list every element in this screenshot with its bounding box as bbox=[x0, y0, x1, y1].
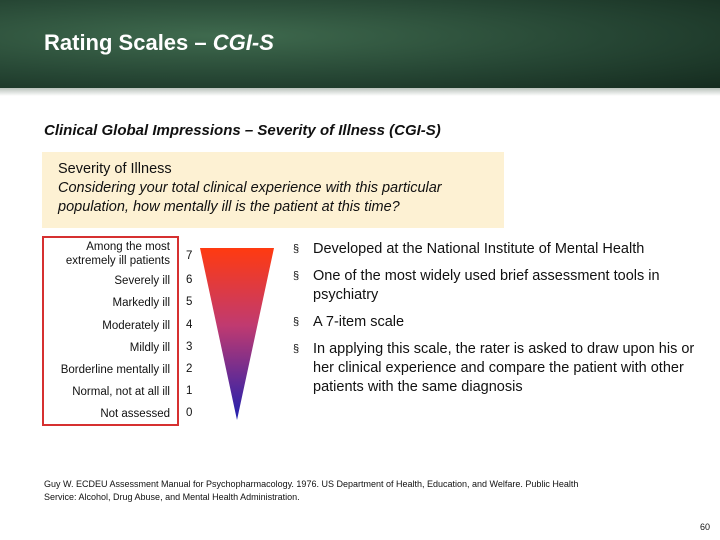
bullet-text: A 7-item scale bbox=[313, 314, 405, 330]
question-heading: Severity of Illness bbox=[58, 161, 172, 177]
scale-labels-box bbox=[42, 236, 179, 426]
page-number: 60 bbox=[699, 522, 710, 532]
bullet-item: § One of the most widely used brief asses… bbox=[293, 267, 703, 305]
question-text: Considering your total clinical experien… bbox=[58, 180, 442, 215]
bullet-text: Developed at the National Institute of M… bbox=[313, 241, 645, 257]
bullet-item: § Developed at the National Institute of … bbox=[293, 240, 703, 259]
scale-score-7: 7 bbox=[186, 250, 193, 262]
slide-title: Rating Scales – CGI-S bbox=[44, 30, 274, 56]
scale-label-1: Normal, not at all ill bbox=[72, 386, 170, 398]
bullet-item: § A 7-item scale bbox=[293, 313, 703, 332]
header-banner bbox=[0, 0, 720, 90]
scale-label-4: Moderately ill bbox=[102, 320, 170, 332]
slide-subtitle: Clinical Global Impressions – Severity o… bbox=[44, 122, 441, 139]
scale-label-7-line2: extremely ill patients bbox=[65, 255, 170, 267]
scale-score-6: 6 bbox=[186, 274, 193, 286]
scale-score-3: 3 bbox=[186, 341, 193, 353]
info-bullet-list: § Developed at the National Institute of … bbox=[293, 240, 703, 405]
scale-label-0: Not assessed bbox=[100, 408, 170, 420]
header-shadow bbox=[0, 88, 720, 96]
citation: Guy W. ECDEU Assessment Manual for Psych… bbox=[44, 479, 579, 502]
bullet-square-icon: § bbox=[293, 270, 300, 282]
bullet-text: In applying this scale, the rater is ask… bbox=[313, 341, 695, 395]
bullet-text: One of the most widely used brief assess… bbox=[313, 268, 660, 303]
scale-label-6: Severely ill bbox=[114, 275, 170, 287]
severity-gradient-wedge bbox=[200, 248, 274, 420]
scale-score-1: 1 bbox=[186, 385, 193, 397]
title-main: Rating Scales – bbox=[44, 30, 213, 55]
scale-score-0: 0 bbox=[186, 407, 193, 419]
scale-label-7-line1: Among the most bbox=[86, 241, 170, 253]
bullet-square-icon: § bbox=[293, 243, 300, 255]
scale-label-7: Among the most extremely ill patients bbox=[66, 240, 170, 268]
bullet-square-icon: § bbox=[293, 343, 300, 355]
bullet-square-icon: § bbox=[293, 316, 300, 328]
scale-label-2: Borderline mentally ill bbox=[60, 364, 170, 376]
scale-label-5: Markedly ill bbox=[112, 297, 170, 309]
scale-score-4: 4 bbox=[186, 319, 193, 331]
scale-label-3: Mildly ill bbox=[129, 342, 170, 354]
bullet-item: § In applying this scale, the rater is as… bbox=[293, 340, 703, 397]
title-emphasis: CGI-S bbox=[212, 30, 274, 55]
scale-score-5: 5 bbox=[186, 296, 193, 308]
question-box: Severity of Illness Considering your tot… bbox=[42, 152, 504, 228]
scale-score-2: 2 bbox=[186, 363, 193, 375]
